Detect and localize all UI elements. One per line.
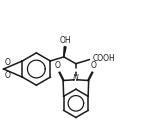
- Text: O: O: [5, 58, 11, 67]
- Text: O: O: [55, 61, 61, 70]
- Text: O: O: [91, 61, 97, 70]
- Text: COOH: COOH: [93, 54, 115, 63]
- Polygon shape: [64, 47, 66, 57]
- Text: OH: OH: [60, 36, 72, 45]
- Text: N: N: [73, 74, 79, 83]
- Text: O: O: [5, 71, 11, 80]
